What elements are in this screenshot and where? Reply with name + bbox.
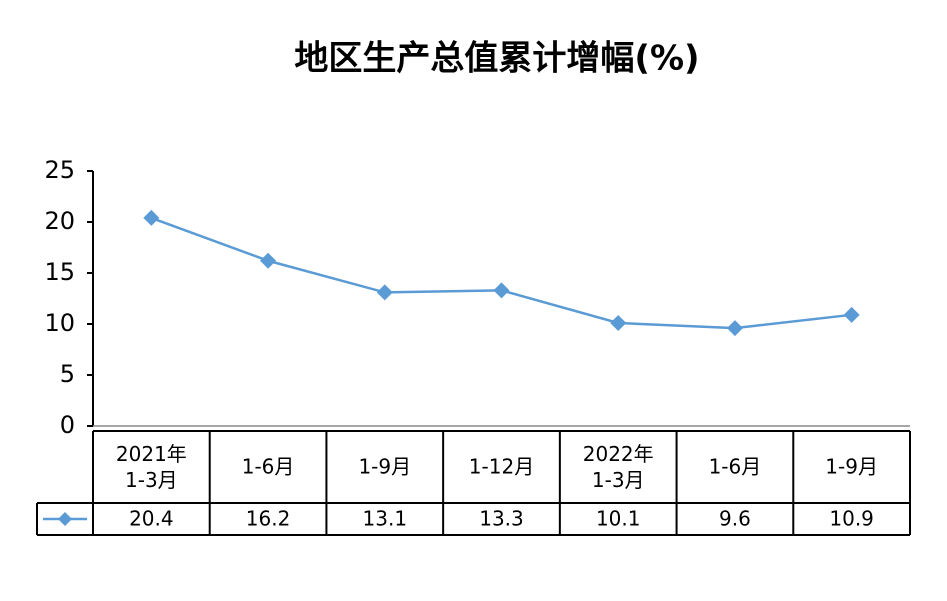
marker [376, 284, 393, 301]
y-tick-label: 5 [60, 360, 75, 388]
x-tick-label: 1-6月 [242, 455, 295, 479]
marker [726, 320, 743, 337]
table-value: 9.6 [719, 507, 751, 531]
y-tick-label: 15 [44, 258, 75, 286]
table-value: 20.4 [129, 507, 174, 531]
table-value: 13.1 [363, 507, 408, 531]
y-tick-label: 0 [60, 411, 75, 439]
marker [493, 282, 510, 299]
y-tick-label: 20 [44, 207, 75, 235]
table-value: 10.9 [829, 507, 874, 531]
y-tick-label: 25 [44, 156, 75, 184]
chart-title: 地区生产总值累计增幅(%) [294, 39, 699, 79]
legend-marker [58, 512, 72, 526]
table-value: 16.2 [246, 507, 291, 531]
marker [260, 252, 277, 269]
marker [610, 314, 627, 331]
table-value: 13.3 [479, 507, 524, 531]
x-tick-label: 1-9月 [358, 455, 411, 479]
table-value: 10.1 [596, 507, 641, 531]
y-tick-label: 10 [44, 309, 75, 337]
x-tick-label: 1-9月 [825, 455, 878, 479]
line [150, 216, 852, 330]
marker [843, 306, 860, 323]
x-tick-label: 2021年 1-3月 [116, 442, 187, 492]
x-tick-label: 2022年 1-3月 [583, 442, 654, 492]
marker [143, 209, 160, 226]
x-tick-label: 1-12月 [469, 455, 534, 479]
x-tick-label: 1-6月 [709, 455, 762, 479]
